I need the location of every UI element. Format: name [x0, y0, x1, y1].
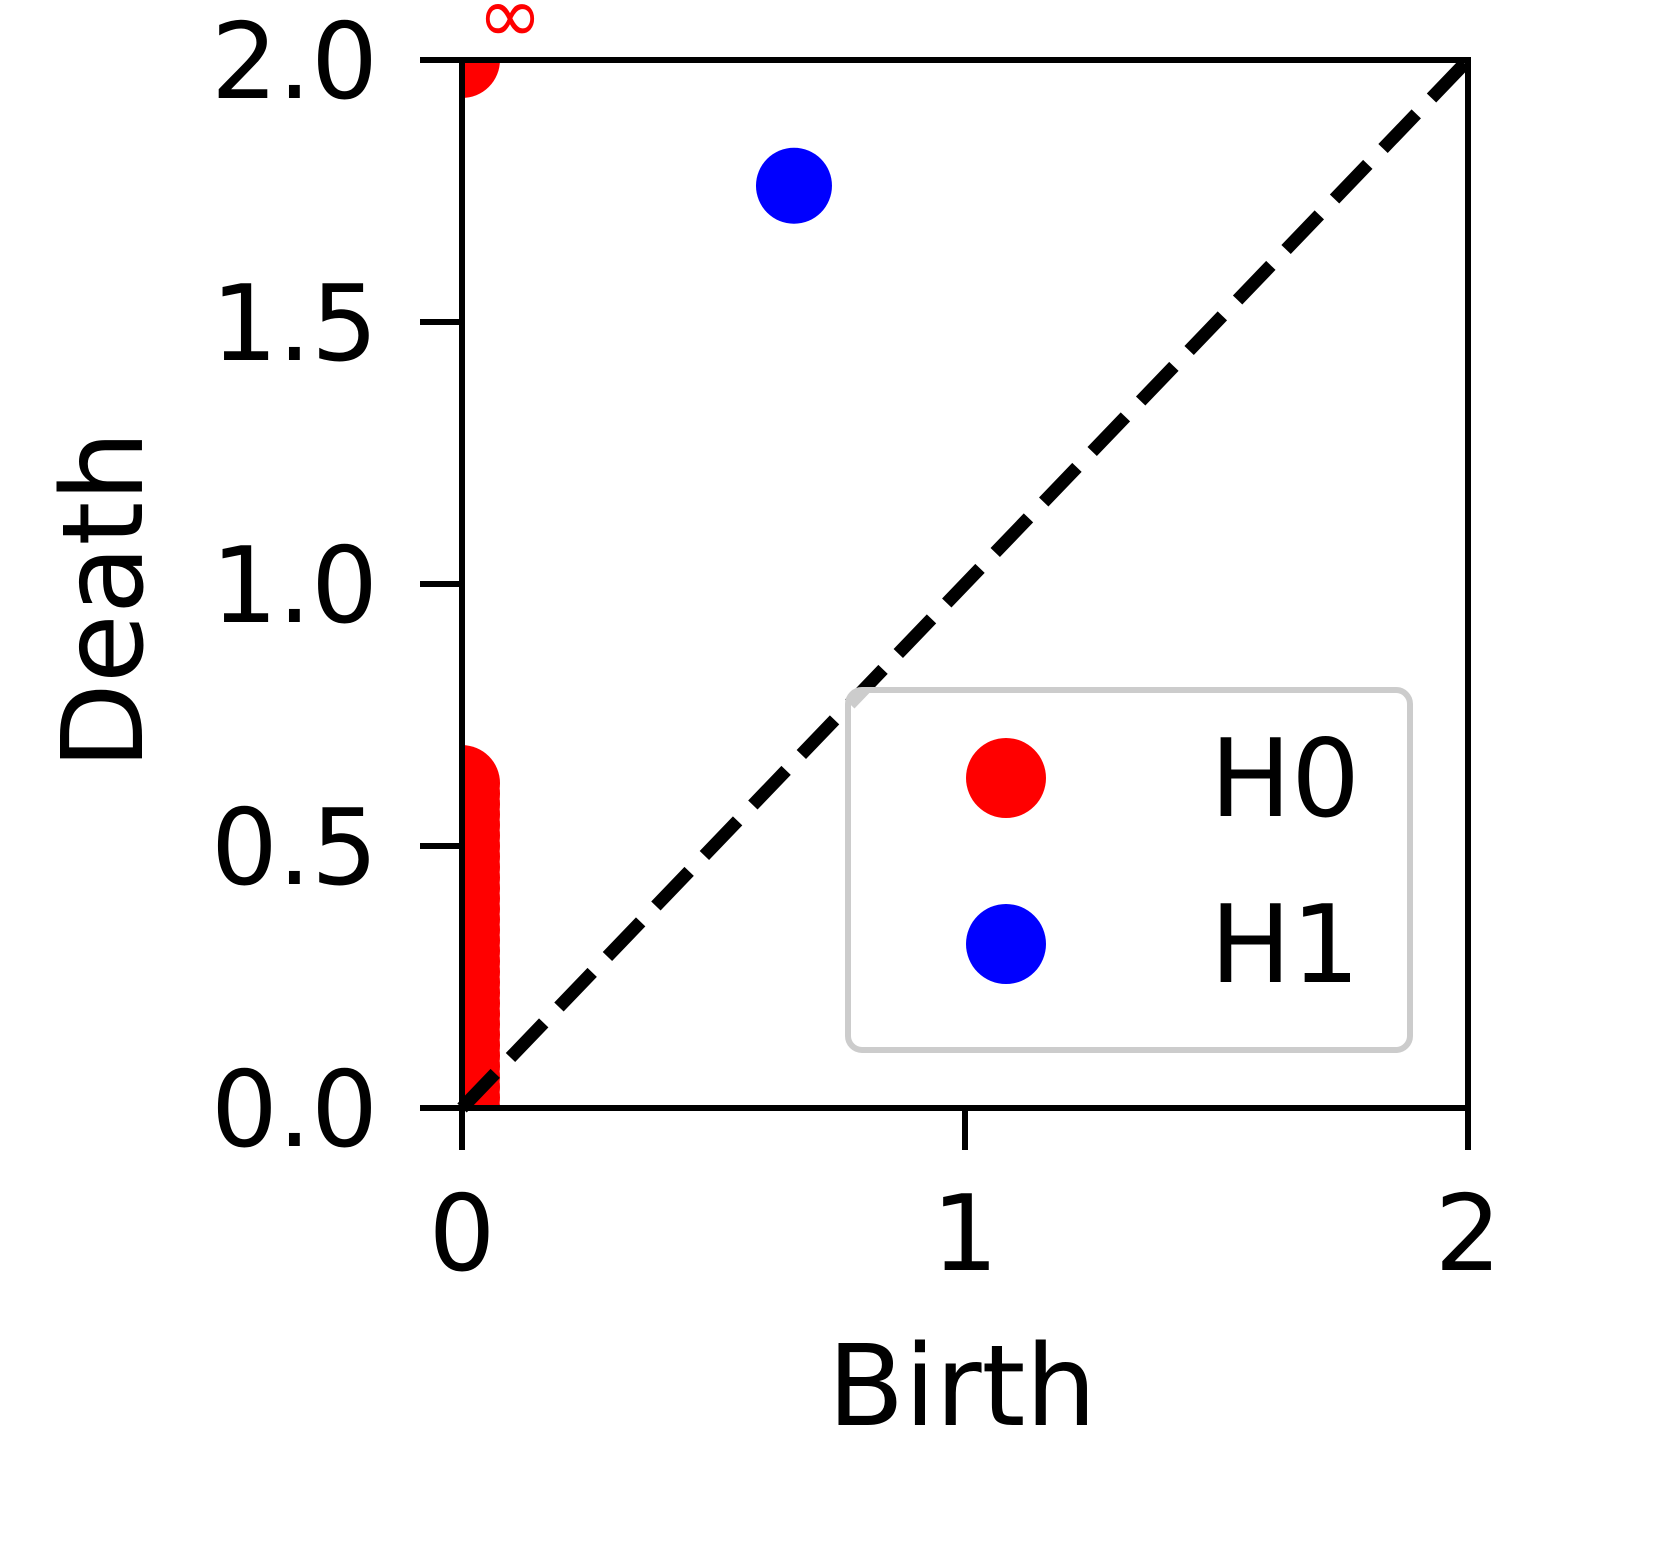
point-h0-32: [462, 60, 500, 98]
y-axis-title: Death: [39, 431, 169, 770]
diagonal-layer: [457, 55, 1473, 1113]
legend-marker-h1: [966, 904, 1046, 984]
points-layer: [462, 60, 832, 1108]
point-h0-31: [462, 745, 500, 822]
infinity-label: ∞: [478, 0, 543, 61]
ticks-layer: 0 1 2 0.0 0.5 1.0 1.5 2.0: [211, 1, 1501, 1295]
legend-marker-h0: [966, 738, 1046, 818]
diagonal-line: [457, 55, 1473, 1113]
legend-label-h1: H1: [1210, 883, 1360, 1008]
y-tick-label-4: 2.0: [211, 1, 378, 123]
legend-label-h0: H0: [1210, 717, 1360, 842]
y-tick-label-0: 0.0: [211, 1049, 378, 1171]
x-tick-label-2: 2: [1435, 1173, 1502, 1295]
legend: H0 H1: [845, 687, 1413, 1053]
y-tick-label-3: 1.5: [211, 263, 378, 385]
point-h1-0: [755, 147, 832, 224]
y-tick-label-2: 1.0: [211, 525, 378, 647]
y-tick-label-1: 0.5: [211, 787, 378, 909]
x-tick-label-1: 1: [932, 1173, 999, 1295]
x-axis-title: Birth: [828, 1322, 1097, 1452]
x-tick-label-0: 0: [429, 1173, 496, 1295]
